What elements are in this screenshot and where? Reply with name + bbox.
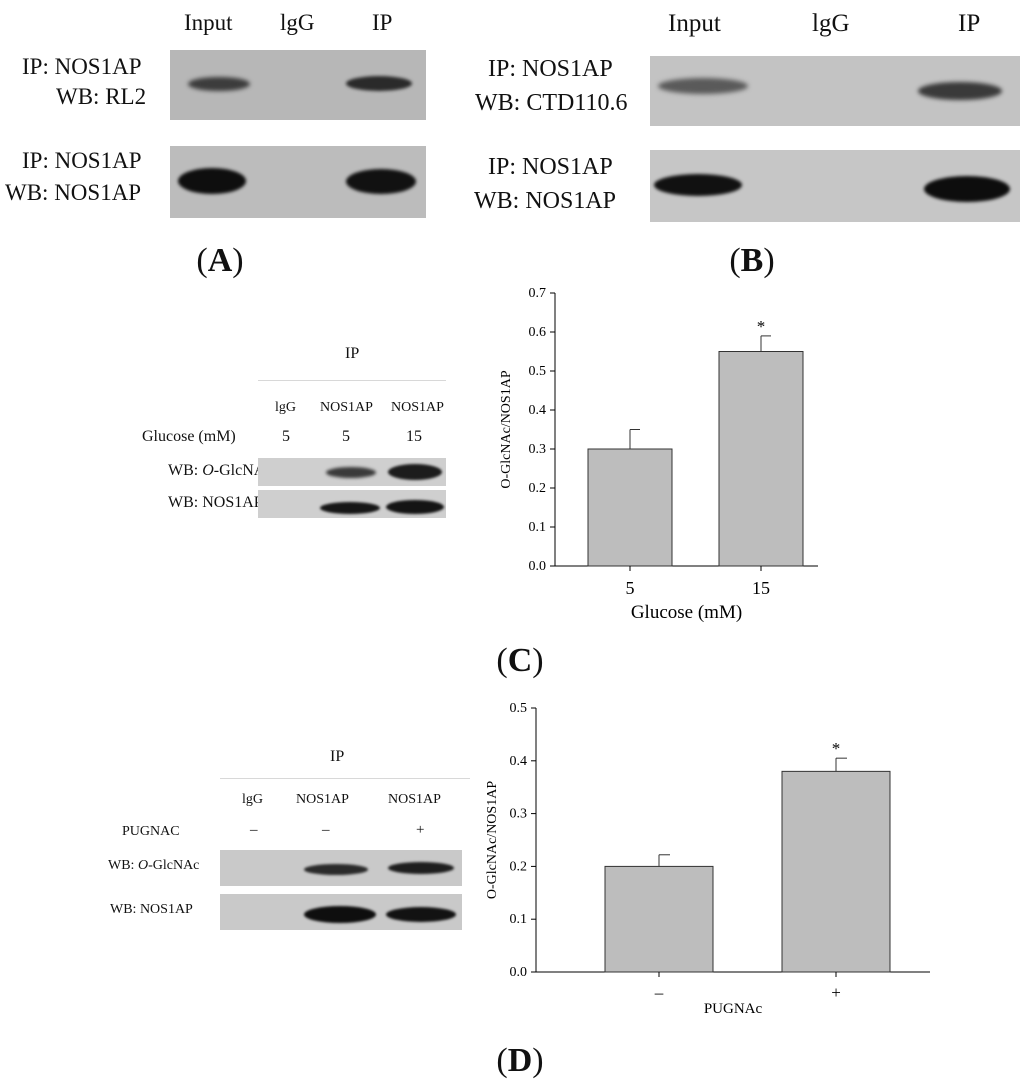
y-tick-label: 0.2 [510, 859, 528, 874]
blot-band [178, 168, 246, 194]
western-blot-image [220, 894, 462, 930]
x-axis-label: PUGNAc [704, 1001, 763, 1017]
blot-band [304, 864, 368, 875]
blot-band [386, 907, 456, 922]
row-label-wb: WB: RL2 [56, 84, 147, 109]
bar [781, 770, 891, 973]
blot-band [924, 176, 1010, 202]
wb-label: WB: O-GlcNAc [108, 858, 200, 873]
significance-marker: * [757, 317, 766, 336]
western-blot-image [220, 850, 462, 886]
lane-label-igg: lgG [275, 400, 296, 415]
blot-band [388, 464, 442, 480]
y-tick-label: 0.5 [510, 701, 528, 716]
wb-label: WB: NOS1AP [168, 494, 263, 511]
blot-band [658, 78, 748, 94]
condition-value: 5 [282, 428, 290, 445]
y-tick-label: 0.2 [529, 481, 547, 496]
lane-label-nos1ap: NOS1AP [391, 400, 444, 415]
ip-header: IP [345, 345, 360, 362]
y-tick-label: 0.3 [510, 807, 528, 822]
western-blot-image [170, 50, 426, 120]
y-tick-label: 0.4 [510, 754, 528, 769]
lane-label-nos1ap: NOS1AP [296, 792, 349, 807]
row-label-wb: WB: NOS1AP [474, 188, 617, 214]
row-label-ip: IP: NOS1AP [22, 54, 142, 79]
western-blot-image [258, 458, 446, 486]
x-tick-label: 5 [626, 578, 635, 598]
pugnac-bar-chart: 0.0 0.1 0.2 0.3 0.4 0.5 – * + PUGNAc O-GlcNAc/NOS1… [485, 701, 930, 1017]
blot-band [304, 906, 376, 923]
glucose-bar-chart: 0.0 0.1 0.2 0.3 0.4 0.5 0.6 0.7 5 * 15 Glucose (mM)… [499, 286, 818, 623]
condition-value: – [322, 822, 330, 838]
lane-label-igg: lgG [242, 792, 263, 807]
y-tick-label: 0.3 [529, 442, 547, 457]
row-label-wb: WB: CTD110.6 [475, 90, 628, 116]
bar [604, 865, 714, 973]
western-blot-image [170, 146, 426, 218]
lane-label-input: Input [184, 10, 233, 35]
condition-label: PUGNAC [122, 824, 180, 839]
header-divider [258, 380, 446, 381]
blot-band [326, 467, 376, 478]
blot-band [386, 500, 444, 514]
x-tick-label: – [654, 983, 664, 1002]
header-divider [220, 778, 470, 779]
condition-value: + [416, 822, 425, 838]
y-tick-label: 0.6 [529, 325, 547, 340]
blot-band [654, 174, 742, 196]
lane-label-nos1ap: NOS1AP [388, 792, 441, 807]
significance-marker: * [832, 739, 841, 758]
lane-label-ip: IP [372, 10, 393, 35]
x-tick-label: + [831, 983, 841, 1002]
ip-header: IP [330, 748, 345, 765]
condition-value: 5 [342, 428, 350, 445]
panel-label: (D) [496, 1042, 544, 1079]
lane-label-igg: lgG [280, 10, 315, 35]
panel-label: (C) [496, 642, 544, 679]
blot-band [346, 76, 412, 91]
y-tick-label: 0.1 [510, 912, 528, 927]
blot-band [188, 77, 250, 91]
row-label-ip: IP: NOS1AP [22, 148, 142, 173]
western-blot-image [258, 490, 446, 518]
condition-value: 15 [406, 428, 422, 445]
lane-label-igg: lgG [812, 10, 850, 37]
bar [718, 351, 804, 567]
row-label-wb: WB: NOS1AP [5, 180, 142, 205]
y-tick-label: 0.0 [529, 559, 547, 574]
x-axis-label: Glucose (mM) [631, 602, 742, 623]
y-axis-label: O-GlcNAc/NOS1AP [485, 781, 500, 899]
blot-band [346, 169, 416, 194]
y-axis-label: O-GlcNAc/NOS1AP [499, 370, 514, 488]
y-tick-label: 0.7 [529, 286, 547, 301]
y-tick-label: 0.5 [529, 364, 547, 379]
lane-label-input: Input [668, 10, 721, 37]
condition-value: – [250, 822, 258, 838]
panel-label: (A) [196, 242, 244, 279]
condition-label: Glucose (mM) [142, 428, 236, 445]
row-label-ip: IP: NOS1AP [488, 154, 613, 180]
lane-label-nos1ap: NOS1AP [320, 400, 373, 415]
bar [587, 448, 673, 567]
wb-label: WB: O-GlcNAc [168, 462, 273, 479]
y-tick-label: 0.1 [529, 520, 547, 535]
lane-label-ip: IP [958, 10, 981, 37]
y-tick-label: 0.4 [529, 403, 547, 418]
y-tick-label: 0.0 [510, 965, 528, 980]
blot-band [320, 502, 380, 514]
western-blot-image [650, 150, 1020, 222]
wb-label: WB: NOS1AP [110, 902, 193, 917]
row-label-ip: IP: NOS1AP [488, 56, 613, 82]
x-tick-label: 15 [752, 578, 770, 598]
western-blot-image [650, 56, 1020, 126]
panel-label: (B) [729, 242, 775, 279]
blot-band [918, 82, 1002, 100]
blot-band [388, 862, 454, 874]
